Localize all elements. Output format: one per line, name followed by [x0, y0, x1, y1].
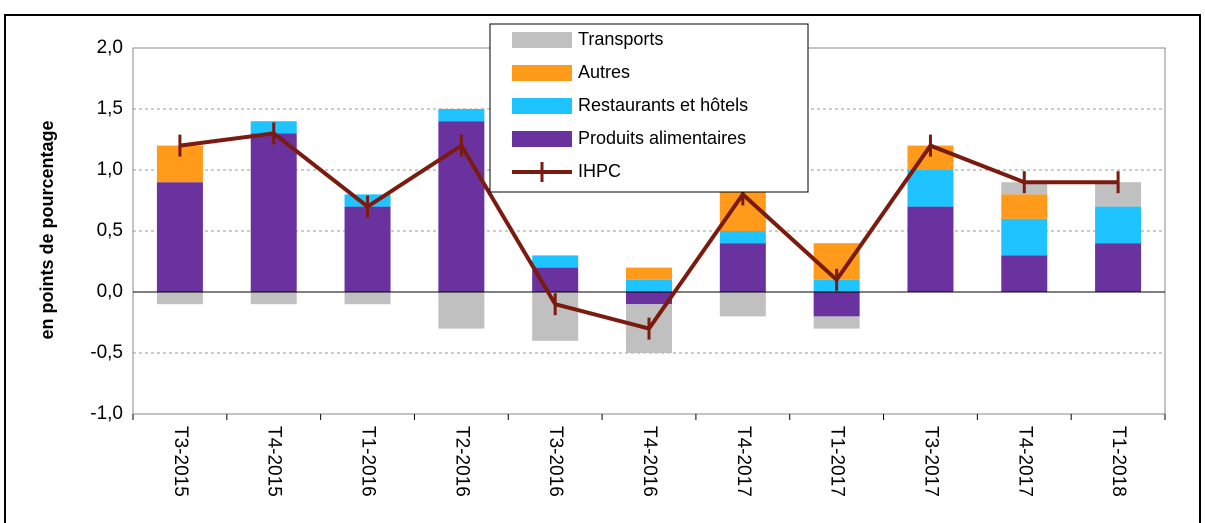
bar — [250, 292, 297, 305]
legend-swatch — [512, 32, 572, 48]
legend-label: Autres — [578, 62, 630, 82]
y-tick-label: 0,5 — [97, 220, 123, 241]
y-tick-label: 1,0 — [97, 159, 123, 180]
x-tick-label: T1-2017 — [827, 426, 848, 497]
bar — [1001, 255, 1048, 292]
bar — [813, 292, 860, 317]
bar — [626, 279, 672, 292]
bar — [719, 243, 766, 292]
x-tick-label: T4-2017 — [1014, 426, 1035, 497]
y-tick-label: 2,0 — [97, 37, 123, 58]
frame — [4, 14, 1201, 523]
bar — [438, 292, 485, 329]
x-tick-label: T4-2015 — [264, 426, 285, 497]
bar — [813, 316, 860, 329]
legend-swatch — [512, 65, 572, 81]
legend-swatch — [512, 98, 572, 114]
x-tick-label: T4-2016 — [639, 426, 660, 497]
bar — [907, 206, 954, 292]
legend-label: IHPC — [578, 161, 621, 181]
legend-label: Restaurants et hôtels — [578, 95, 748, 115]
y-tick-label: 1,5 — [97, 98, 123, 119]
legend-swatch — [512, 131, 572, 147]
bar — [1001, 194, 1048, 219]
legend-label: Produits alimentaires — [578, 128, 746, 148]
x-tick-label: T4-2017 — [733, 426, 754, 497]
x-tick-label: T3-2017 — [920, 426, 941, 497]
y-tick-label: 0,0 — [97, 281, 123, 302]
bar — [1001, 218, 1048, 256]
bar — [344, 292, 391, 305]
y-axis-label: en points de pourcentage — [37, 120, 57, 339]
bar — [156, 182, 203, 292]
y-tick-label: -0,5 — [90, 342, 123, 363]
bar — [532, 255, 579, 268]
bar — [719, 292, 766, 317]
bar — [1095, 243, 1142, 292]
bar — [438, 109, 485, 122]
y-tick-label: -1,0 — [90, 403, 123, 424]
x-tick-label: T2-2016 — [451, 426, 472, 497]
x-tick-label: T3-2015 — [170, 426, 191, 497]
bar — [626, 267, 672, 280]
bar — [156, 292, 203, 305]
bar — [250, 133, 297, 292]
bar — [719, 231, 766, 244]
bar — [344, 206, 391, 292]
bar — [907, 170, 954, 207]
bar — [1095, 206, 1142, 244]
bar — [626, 292, 672, 305]
legend-label: Transports — [578, 29, 663, 49]
x-tick-label: T1-2016 — [358, 426, 379, 497]
x-tick-label: T3-2016 — [545, 426, 566, 497]
x-tick-label: T1-2018 — [1108, 426, 1129, 497]
